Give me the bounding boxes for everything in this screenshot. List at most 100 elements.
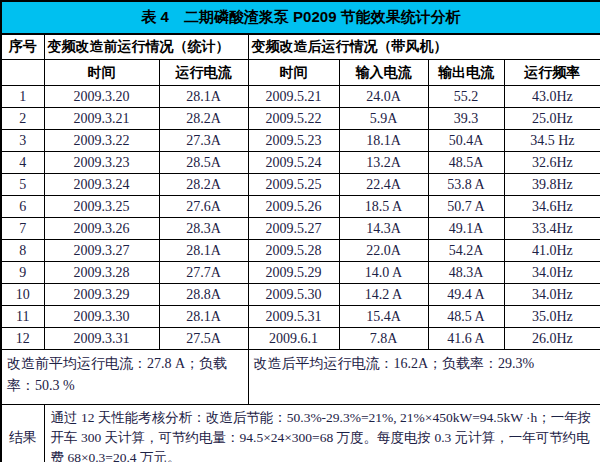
cell-output-current: 53.8 A	[428, 174, 504, 196]
cell-input-current: 15.4A	[339, 306, 428, 328]
cell-input-current: 18.5 A	[339, 196, 428, 218]
cell-running-current: 28.1A	[159, 240, 248, 262]
cell-running-current: 27.5A	[159, 328, 248, 350]
cell-frequency: 39.8Hz	[504, 174, 600, 196]
header-empty-cell	[1, 60, 44, 86]
cell-frequency: 34.0Hz	[504, 284, 600, 306]
energy-savings-statistics-page: 表 4 二期磷酸渣浆泵 P0209 节能效果统计分析 序号 变频改造前运行情况（…	[0, 0, 600, 462]
cell-date-before: 2009.3.26	[44, 218, 159, 240]
cell-date-after: 2009.5.27	[248, 218, 339, 240]
cell-output-current: 55.2	[428, 86, 504, 108]
cell-input-current: 22.0A	[339, 240, 428, 262]
subheader-input-current: 输入电流	[339, 60, 428, 86]
cell-frequency: 32.6Hz	[504, 152, 600, 174]
cell-date-before: 2009.3.23	[44, 152, 159, 174]
cell-output-current: 48.3A	[428, 262, 504, 284]
cell-date-before: 2009.3.22	[44, 130, 159, 152]
cell-output-current: 54.2A	[428, 240, 504, 262]
cell-running-current: 27.7A	[159, 262, 248, 284]
cell-date-after: 2009.5.29	[248, 262, 339, 284]
cell-seq: 8	[1, 240, 44, 262]
cell-seq: 1	[1, 86, 44, 108]
subheader-output-current: 输出电流	[428, 60, 504, 86]
cell-input-current: 24.0A	[339, 86, 428, 108]
summary-after-cell: 改造后平均运行电流：16.2A；负载率：29.3%	[248, 350, 600, 405]
cell-seq: 4	[1, 152, 44, 174]
cell-output-current: 49.1A	[428, 218, 504, 240]
table-row: 7 2009.3.26 28.3A 2009.5.27 14.3A 49.1A …	[1, 218, 600, 240]
cell-seq: 10	[1, 284, 44, 306]
cell-running-current: 28.2A	[159, 108, 248, 130]
cell-frequency: 34.5 Hz	[504, 130, 600, 152]
cell-seq: 9	[1, 262, 44, 284]
cell-date-after: 2009.6.1	[248, 328, 339, 350]
table-title-row: 表 4 二期磷酸渣浆泵 P0209 节能效果统计分析	[1, 1, 600, 34]
cell-input-current: 22.4A	[339, 174, 428, 196]
cell-input-current: 13.2A	[339, 152, 428, 174]
cell-date-after: 2009.5.25	[248, 174, 339, 196]
table-row: 11 2009.3.30 28.1A 2009.5.31 15.4A 48.5 …	[1, 306, 600, 328]
result-label: 结果	[1, 405, 44, 462]
cell-input-current: 14.0 A	[339, 262, 428, 284]
cell-date-before: 2009.3.20	[44, 86, 159, 108]
cell-frequency: 43.0Hz	[504, 86, 600, 108]
cell-frequency: 25.0Hz	[504, 108, 600, 130]
cell-running-current: 28.3A	[159, 218, 248, 240]
cell-output-current: 48.5 A	[428, 306, 504, 328]
cell-output-current: 50.4A	[428, 130, 504, 152]
cell-frequency: 34.6Hz	[504, 196, 600, 218]
cell-seq: 3	[1, 130, 44, 152]
cell-running-current: 28.2A	[159, 174, 248, 196]
cell-running-current: 28.5A	[159, 152, 248, 174]
cell-seq: 7	[1, 218, 44, 240]
cell-seq: 11	[1, 306, 44, 328]
header-group-after: 变频改造后运行情况（带风机）	[248, 34, 600, 60]
cell-output-current: 41.6 A	[428, 328, 504, 350]
cell-date-before: 2009.3.30	[44, 306, 159, 328]
summary-before-cell: 改造前平均运行电流：27.8 A；负载率：50.3 %	[1, 350, 248, 405]
cell-date-after: 2009.5.24	[248, 152, 339, 174]
header-group-before: 变频改造前运行情况（统计）	[44, 34, 248, 60]
cell-date-after: 2009.5.22	[248, 108, 339, 130]
cell-date-before: 2009.3.27	[44, 240, 159, 262]
cell-input-current: 14.3A	[339, 218, 428, 240]
cell-frequency: 35.0Hz	[504, 306, 600, 328]
result-text: 通过 12 天性能考核分析：改造后节能：50.3%-29.3%=21%, 21%…	[44, 405, 600, 462]
cell-output-current: 49.4 A	[428, 284, 504, 306]
cell-date-before: 2009.3.24	[44, 174, 159, 196]
cell-running-current: 28.1A	[159, 86, 248, 108]
table-row: 2 2009.3.21 28.2A 2009.5.22 5.9A 39.3 25…	[1, 108, 600, 130]
header-group-row: 序号 变频改造前运行情况（统计） 变频改造后运行情况（带风机）	[1, 34, 600, 60]
cell-input-current: 14.2 A	[339, 284, 428, 306]
energy-savings-table: 表 4 二期磷酸渣浆泵 P0209 节能效果统计分析 序号 变频改造前运行情况（…	[0, 0, 600, 462]
cell-output-current: 48.5A	[428, 152, 504, 174]
cell-seq: 5	[1, 174, 44, 196]
cell-date-after: 2009.5.21	[248, 86, 339, 108]
result-row: 结果 通过 12 天性能考核分析：改造后节能：50.3%-29.3%=21%, …	[1, 405, 600, 462]
cell-date-before: 2009.3.28	[44, 262, 159, 284]
cell-date-after: 2009.5.23	[248, 130, 339, 152]
cell-date-after: 2009.5.28	[248, 240, 339, 262]
cell-frequency: 34.0Hz	[504, 262, 600, 284]
header-sub-row: 时间 运行电流 时间 输入电流 输出电流 运行频率	[1, 60, 600, 86]
cell-output-current: 39.3	[428, 108, 504, 130]
cell-date-before: 2009.3.21	[44, 108, 159, 130]
table-row: 9 2009.3.28 27.7A 2009.5.29 14.0 A 48.3A…	[1, 262, 600, 284]
cell-date-before: 2009.3.31	[44, 328, 159, 350]
table-title: 表 4 二期磷酸渣浆泵 P0209 节能效果统计分析	[1, 1, 600, 34]
cell-frequency: 26.0Hz	[504, 328, 600, 350]
cell-running-current: 28.1A	[159, 306, 248, 328]
table-row: 6 2009.3.25 27.6A 2009.5.26 18.5 A 50.7 …	[1, 196, 600, 218]
subheader-frequency: 运行频率	[504, 60, 600, 86]
cell-seq: 2	[1, 108, 44, 130]
table-row: 5 2009.3.24 28.2A 2009.5.25 22.4A 53.8 A…	[1, 174, 600, 196]
table-row: 10 2009.3.29 28.8A 2009.5.30 14.2 A 49.4…	[1, 284, 600, 306]
subheader-time-before: 时间	[44, 60, 159, 86]
cell-date-before: 2009.3.29	[44, 284, 159, 306]
table-row: 4 2009.3.23 28.5A 2009.5.24 13.2A 48.5A …	[1, 152, 600, 174]
cell-running-current: 27.6A	[159, 196, 248, 218]
header-seq: 序号	[1, 34, 44, 60]
table-row: 3 2009.3.22 27.3A 2009.5.23 18.1A 50.4A …	[1, 130, 600, 152]
cell-running-current: 28.8A	[159, 284, 248, 306]
table-row: 8 2009.3.27 28.1A 2009.5.28 22.0A 54.2A …	[1, 240, 600, 262]
